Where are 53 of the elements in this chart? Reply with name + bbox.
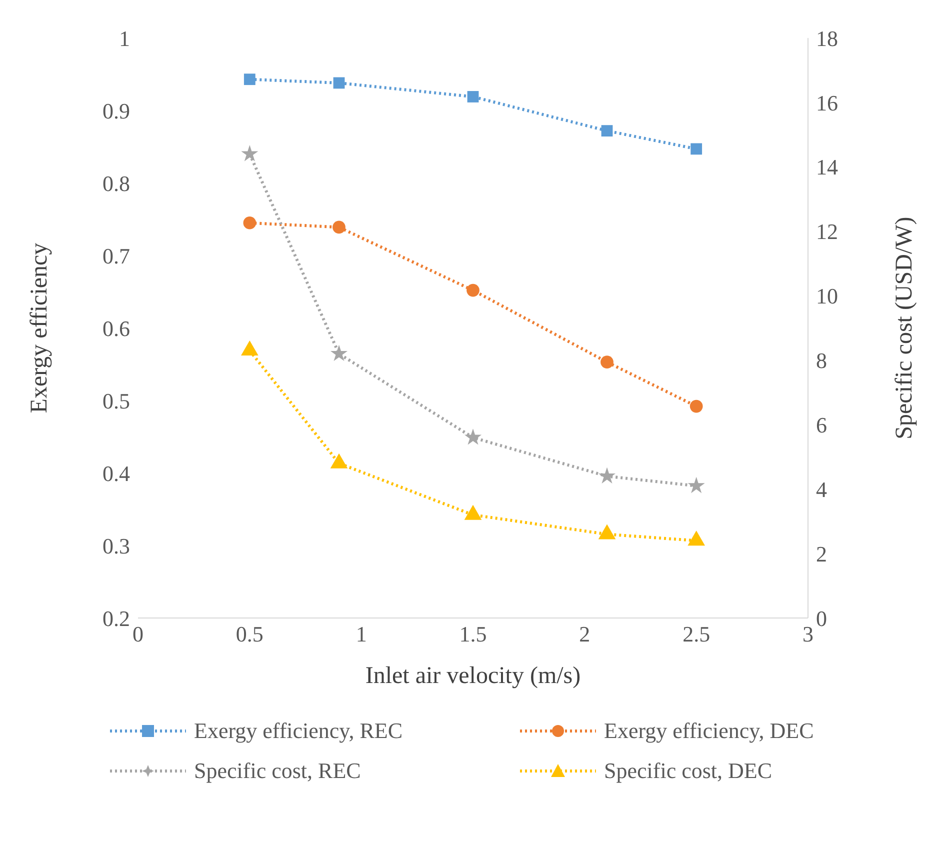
point (598, 524, 616, 540)
legend-label: Specific cost, REC (194, 758, 361, 784)
x-axis-title: Inlet air velocity (m/s) (365, 663, 581, 689)
y-tick-label: 0.2 (102, 606, 130, 631)
point (243, 216, 256, 230)
point (690, 143, 702, 155)
point (241, 145, 258, 162)
x-tick-label: 1.5 (459, 622, 487, 647)
y-tick-label: 0.6 (102, 316, 130, 341)
point (244, 74, 256, 86)
point (330, 453, 348, 468)
x-tick-label: 1 (356, 622, 367, 647)
y2-tick-label: 12 (816, 219, 838, 244)
point (464, 504, 482, 520)
point (466, 284, 480, 297)
y2-axis-title: Specific cost (USD/W) (892, 216, 918, 440)
y2-tick-label: 18 (816, 26, 838, 51)
y-tick-label: 0.9 (102, 98, 130, 124)
point (464, 428, 482, 445)
legend-label: Specific cost, DEC (604, 758, 772, 784)
legend-label: Exergy efficiency, DEC (604, 718, 814, 744)
legend-label: Exergy efficiency, REC (194, 718, 403, 744)
y2-tick-label: 10 (816, 284, 838, 309)
y-tick-label: 0.8 (102, 170, 130, 196)
point (598, 467, 616, 484)
point (688, 476, 705, 494)
y2-tick-label: 6 (816, 412, 827, 438)
y-axis-title: Exergy efficiency (26, 242, 53, 414)
y2-tick-label: 0 (816, 606, 827, 631)
point (688, 530, 705, 546)
y2-tick-label: 8 (816, 348, 827, 374)
y-tick-label: 0.4 (102, 460, 130, 486)
y2-tick-label: 14 (816, 154, 838, 180)
y-tick-label: 1 (119, 26, 130, 51)
y2-tick-label: 2 (816, 541, 827, 566)
point (241, 340, 258, 356)
y2-tick-label: 4 (816, 476, 827, 502)
point (690, 400, 703, 413)
x-tick-label: 0.5 (236, 622, 264, 647)
y2-tick-label: 16 (816, 90, 838, 116)
x-tick-label: 3 (802, 622, 814, 647)
y-tick-label: 0.5 (102, 388, 130, 414)
point (600, 356, 614, 368)
point (467, 91, 479, 102)
point (333, 77, 345, 89)
x-tick-label: 2 (579, 622, 590, 647)
x-tick-label: 0 (132, 622, 144, 647)
y-tick-label: 0.7 (102, 243, 130, 268)
point (601, 125, 613, 136)
point (332, 220, 346, 234)
x-tick-label: 2.5 (682, 622, 710, 647)
point (330, 344, 348, 362)
y-tick-label: 0.3 (102, 533, 130, 558)
